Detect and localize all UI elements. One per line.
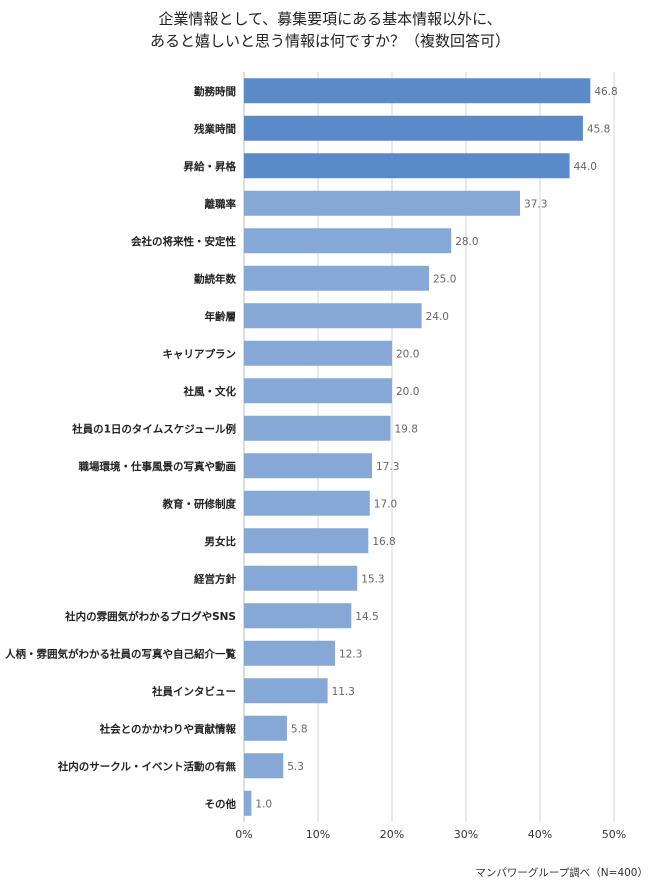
category-label: 勤続年数 xyxy=(194,272,236,285)
x-tick-label: 40% xyxy=(528,828,552,841)
category-label: 社員インタビュー xyxy=(151,685,236,698)
data-label: 19.8 xyxy=(395,423,418,435)
data-label: 16.8 xyxy=(372,536,395,548)
category-label: 教育・研修制度 xyxy=(162,497,237,510)
data-label: 45.8 xyxy=(587,123,610,135)
category-label: 勤務時間 xyxy=(194,85,236,98)
category-label: 社風・文化 xyxy=(183,385,237,398)
bar xyxy=(244,378,392,404)
x-tick-label: 50% xyxy=(602,828,626,841)
category-label: 年齢層 xyxy=(205,310,237,323)
bar xyxy=(244,415,391,441)
category-label: 社内のサークル・イベント活動の有無 xyxy=(57,760,237,773)
category-label: 昇給・昇格 xyxy=(184,160,237,173)
category-label: 経営方針 xyxy=(194,572,236,585)
x-tick-label: 20% xyxy=(380,828,404,841)
category-label: 社内の雰囲気がわかるブログやSNS xyxy=(64,610,236,623)
bar xyxy=(244,603,352,629)
data-label: 25.0 xyxy=(433,273,456,285)
category-label: 職場環境・仕事風景の写真や動画 xyxy=(79,460,237,473)
bar xyxy=(244,565,358,591)
bar xyxy=(244,115,583,141)
bar xyxy=(244,190,521,216)
bar xyxy=(244,490,370,516)
data-label: 1.0 xyxy=(255,798,272,810)
bar xyxy=(244,528,369,554)
data-label: 20.0 xyxy=(396,386,419,398)
x-tick-label: 10% xyxy=(306,828,330,841)
bar xyxy=(244,753,284,779)
bar xyxy=(244,640,336,666)
category-label: キャリアプラン xyxy=(163,347,237,360)
data-label: 37.3 xyxy=(524,198,547,210)
bar xyxy=(244,715,287,741)
bar xyxy=(244,153,570,179)
bar xyxy=(244,678,328,704)
chart-title-line-1: 企業情報として、募集要項にある基本情報以外に、 xyxy=(158,10,502,28)
data-label: 14.5 xyxy=(355,611,378,623)
category-label: 社会とのかかわりや貢献情報 xyxy=(99,722,237,735)
data-label: 24.0 xyxy=(426,311,449,323)
chart-title: 企業情報として、募集要項にある基本情報以外に、 あると嬉しいと思う情報は何ですか… xyxy=(0,8,660,52)
data-label: 28.0 xyxy=(455,236,478,248)
bar xyxy=(244,303,422,329)
category-label: 会社の将来性・安定性 xyxy=(131,235,236,248)
data-label: 17.3 xyxy=(376,461,399,473)
data-label: 20.0 xyxy=(396,348,419,360)
bar xyxy=(244,340,392,366)
category-label: 男女比 xyxy=(205,535,237,548)
bar xyxy=(244,78,591,104)
data-label: 17.0 xyxy=(374,498,397,510)
data-label: 11.3 xyxy=(332,686,355,698)
chart-title-line-2: あると嬉しいと思う情報は何ですか？（複数回答可） xyxy=(149,32,510,50)
data-label: 12.3 xyxy=(339,648,362,660)
data-label: 44.0 xyxy=(574,161,597,173)
x-tick-label: 30% xyxy=(454,828,478,841)
category-label: 残業時間 xyxy=(194,122,236,135)
category-label: その他 xyxy=(205,797,237,810)
data-label: 5.8 xyxy=(291,723,308,735)
data-label: 5.3 xyxy=(287,761,304,773)
bar xyxy=(244,228,452,254)
category-label: 人柄・雰囲気がわかる社員の写真や自己紹介一覧 xyxy=(5,647,236,660)
category-label: 社員の1日のタイムスケジュール例 xyxy=(71,422,236,435)
bar xyxy=(244,265,429,291)
data-label: 15.3 xyxy=(361,573,384,585)
source-note: マンパワーグループ調べ（N=400） xyxy=(475,867,648,879)
data-label: 46.8 xyxy=(594,86,617,98)
x-tick-label: 0% xyxy=(235,828,252,841)
bar xyxy=(244,790,252,816)
category-label: 離職率 xyxy=(205,197,237,210)
bar xyxy=(244,453,373,479)
